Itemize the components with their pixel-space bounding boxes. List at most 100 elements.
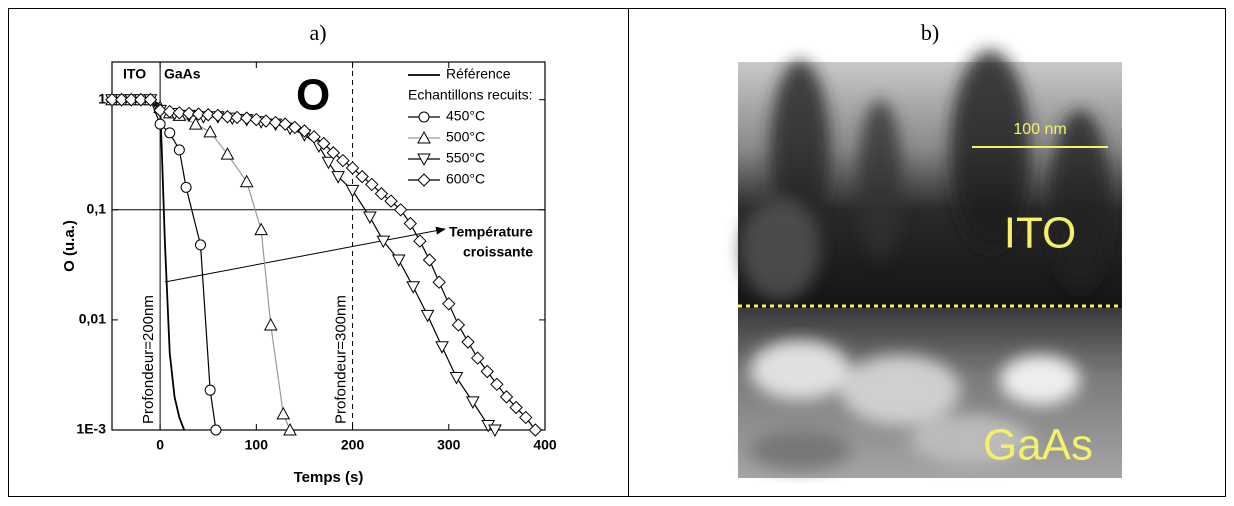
point <box>432 275 446 289</box>
x-tick-label: 0 <box>156 437 164 453</box>
scale-bar-label: 100 nm <box>1013 121 1066 138</box>
point <box>268 115 283 130</box>
point <box>363 211 377 225</box>
point <box>124 92 138 107</box>
point <box>331 171 345 184</box>
point <box>173 144 185 156</box>
point <box>182 106 196 121</box>
y-axis-label: O (u.a.) <box>61 220 78 272</box>
point <box>134 92 148 107</box>
point <box>230 110 244 125</box>
point <box>345 161 360 175</box>
legend-label: Référence <box>446 66 511 82</box>
point <box>376 235 391 249</box>
point <box>239 174 254 188</box>
point <box>263 317 278 331</box>
point <box>259 114 273 128</box>
legend-label: 600°C <box>446 171 485 187</box>
point <box>164 127 176 139</box>
annotation: croissante <box>463 244 533 260</box>
point <box>180 181 192 193</box>
point <box>154 118 166 130</box>
series-line <box>112 99 217 431</box>
point <box>384 194 398 208</box>
point <box>336 153 350 168</box>
point <box>374 187 389 201</box>
series-line <box>112 99 496 431</box>
tem-image <box>738 50 1122 478</box>
point <box>365 177 379 192</box>
point <box>203 124 217 138</box>
annotation: O <box>296 71 330 120</box>
layer-label: ITO <box>1004 209 1077 258</box>
point <box>326 146 341 160</box>
point <box>204 384 216 396</box>
legend-label: 500°C <box>446 129 485 145</box>
point <box>297 124 312 138</box>
point <box>105 92 119 107</box>
annotation: ITO <box>123 66 146 82</box>
frame <box>8 8 1226 497</box>
point <box>461 335 475 349</box>
point <box>278 117 292 131</box>
point <box>417 130 431 144</box>
point <box>355 169 369 184</box>
point <box>499 390 514 404</box>
point <box>321 156 336 170</box>
point <box>519 410 533 425</box>
point <box>316 136 331 151</box>
point <box>509 400 523 415</box>
point <box>240 111 254 125</box>
point <box>188 117 203 130</box>
x-tick-label: 400 <box>533 437 557 453</box>
point <box>211 108 225 123</box>
point <box>417 173 431 187</box>
panel-label: a) <box>309 20 326 45</box>
point <box>191 107 206 121</box>
point <box>449 371 464 385</box>
point <box>488 424 502 438</box>
layer-label: GaAs <box>983 421 1093 470</box>
point <box>201 108 215 122</box>
point <box>406 281 421 294</box>
point <box>417 153 431 167</box>
annotation: GaAs <box>164 66 201 82</box>
point <box>435 341 449 354</box>
point <box>418 111 430 123</box>
point <box>420 309 435 323</box>
reference-label: Profondeur=200nm <box>140 295 157 424</box>
point <box>345 184 360 198</box>
y-tick-label: 1E-3 <box>76 421 106 437</box>
y-tick-label: 0,01 <box>79 311 106 327</box>
legend-label: 550°C <box>446 150 485 166</box>
point <box>210 424 222 436</box>
y-tick-label: 0,1 <box>87 201 107 217</box>
point <box>254 222 268 236</box>
point <box>249 112 264 127</box>
point <box>442 297 456 311</box>
point <box>288 120 302 135</box>
point <box>220 147 235 160</box>
plot-frame <box>111 61 546 431</box>
point <box>490 377 504 392</box>
point <box>153 103 167 118</box>
point <box>172 106 187 120</box>
reference-label: Profondeur=300nm <box>333 295 350 424</box>
x-tick-label: 300 <box>437 437 461 453</box>
point <box>163 104 177 119</box>
annotation: Température <box>449 224 533 240</box>
point <box>403 216 417 231</box>
point <box>393 203 408 217</box>
panel-label: b) <box>921 20 939 45</box>
point <box>195 239 207 251</box>
point <box>307 130 321 144</box>
x-tick-label: 200 <box>341 437 365 453</box>
series-line <box>112 99 291 431</box>
point <box>143 92 158 107</box>
legend-title: Echantillons recuits: <box>408 87 533 103</box>
point <box>413 234 427 248</box>
y-tick-label: 1 <box>98 90 106 106</box>
point <box>391 254 406 268</box>
point <box>276 406 291 420</box>
